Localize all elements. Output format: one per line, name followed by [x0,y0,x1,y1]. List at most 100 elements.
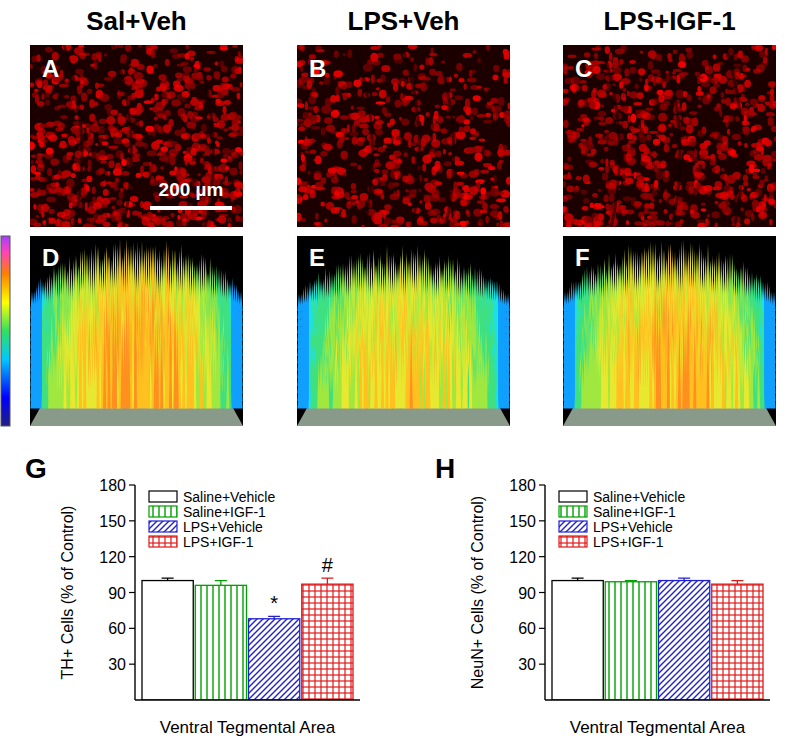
cell-texture [297,45,304,50]
cell-texture [332,195,341,199]
cell-texture [93,202,102,210]
cell-texture [431,167,436,176]
cell-texture [334,174,338,178]
cell-texture [657,73,661,76]
cell-texture [372,92,378,96]
cell-texture [103,180,106,186]
cell-texture [721,137,727,143]
cell-texture [31,160,34,165]
cell-texture [170,48,178,53]
cell-texture [395,170,401,179]
cell-texture [653,139,660,145]
cell-texture [41,204,49,212]
cell-texture [86,176,92,183]
cell-texture [190,82,196,89]
cell-texture [437,197,446,202]
cell-texture [85,202,88,211]
cell-texture [436,215,441,223]
cell-texture [219,214,228,217]
cell-texture [563,89,569,94]
cell-texture [55,219,63,227]
cell-texture [474,153,482,162]
cell-texture [394,58,403,64]
cell-texture [503,206,508,213]
cell-texture [230,191,238,200]
cell-texture [86,148,91,151]
cell-texture [297,122,299,127]
cell-texture [686,181,695,185]
cell-texture [176,73,183,76]
cell-texture [363,148,368,151]
cell-texture [65,80,69,84]
cell-texture [583,198,589,204]
cell-texture [217,136,224,139]
cell-texture [633,102,642,105]
cell-texture [747,188,752,191]
cell-texture [207,138,211,144]
cell-texture [60,115,68,119]
cell-texture [411,156,415,163]
cell-texture [628,140,635,143]
cell-texture [33,204,37,210]
cell-texture [175,73,182,79]
cell-texture [698,96,701,100]
cell-texture [213,166,221,172]
cell-texture [689,138,696,147]
cell-texture [358,137,365,141]
cell-texture [599,136,606,139]
cell-texture [158,127,164,134]
cell-texture [589,162,598,167]
cell-texture [649,222,655,227]
cell-texture [46,147,54,154]
cell-texture [389,155,396,160]
cell-texture [712,167,717,171]
cell-texture [689,111,697,115]
cell-texture [185,45,189,49]
cell-texture [171,99,181,106]
cell-texture [644,177,650,181]
cell-texture [563,120,569,128]
cell-texture [297,98,302,105]
cell-texture [305,102,308,111]
cell-texture [766,112,775,116]
cell-texture [117,45,123,48]
cell-texture [657,90,664,96]
cell-texture [393,191,396,196]
cell-texture [707,214,710,218]
cell-texture [324,117,333,124]
cell-texture [459,127,464,133]
cell-texture [464,83,467,89]
cell-texture [57,212,66,218]
cell-texture [110,128,119,137]
cell-texture [52,94,57,99]
cell-texture [450,217,453,222]
cell-texture [581,124,584,128]
cell-texture [235,187,239,192]
cell-texture [324,218,327,222]
cell-texture [477,58,481,63]
cell-texture [106,154,114,160]
cell-texture [151,218,158,221]
cell-texture [313,106,318,113]
cell-texture [730,194,734,200]
cell-texture [443,149,446,154]
cell-texture [722,200,730,206]
cell-texture [236,192,243,197]
cell-texture [563,222,566,226]
cell-texture [335,167,342,172]
cell-texture [772,128,777,132]
cell-texture [734,172,739,178]
cell-texture [466,147,476,153]
cell-texture [117,90,121,99]
cell-texture [341,128,347,133]
cell-texture [612,67,621,74]
cell-texture [725,98,731,106]
cell-texture [576,128,584,131]
cell-texture [30,64,33,69]
cell-texture [608,187,617,195]
panel-letter: B [309,55,326,82]
cell-texture [116,199,122,205]
cell-texture [309,115,318,121]
cell-texture [470,115,473,121]
cell-texture [455,211,460,220]
